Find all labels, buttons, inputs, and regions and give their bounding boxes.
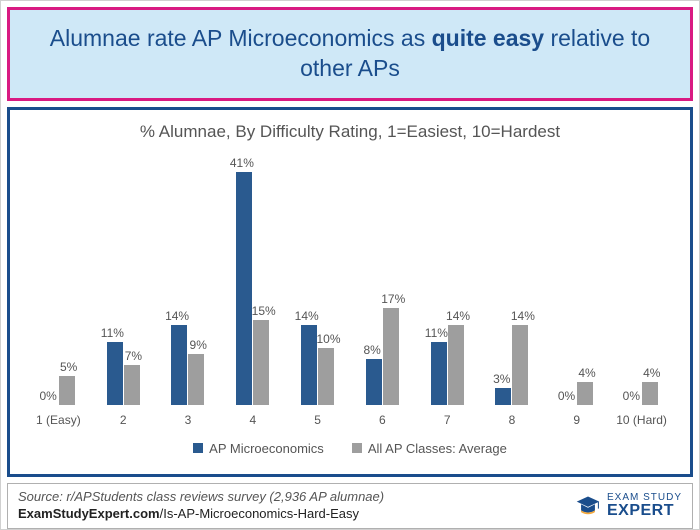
bar-value-label: 0% — [558, 389, 575, 403]
bar: 11% — [431, 342, 447, 404]
bar: 14% — [512, 325, 528, 404]
bar: 9% — [188, 354, 204, 405]
bar: 4% — [642, 382, 658, 405]
footer: Source: r/APStudents class reviews surve… — [7, 483, 693, 529]
bar: 4% — [577, 382, 593, 405]
category-group: 0%5% — [32, 150, 84, 405]
x-tick-label: 10 (Hard) — [616, 413, 668, 427]
bar-value-label: 4% — [643, 366, 660, 380]
bar: 11% — [107, 342, 123, 404]
bar: 41% — [236, 172, 252, 404]
category-group: 0%4% — [551, 150, 603, 405]
bar-value-label: 14% — [446, 309, 470, 323]
x-tick-label: 5 — [292, 413, 344, 427]
legend: AP Microeconomics All AP Classes: Average — [22, 441, 678, 456]
x-axis: 1 (Easy) 23456789 10 (Hard) — [22, 405, 678, 427]
chart-box: % Alumnae, By Difficulty Rating, 1=Easie… — [7, 107, 693, 477]
x-tick-label: 1 (Easy) — [32, 413, 84, 427]
bar: 10% — [318, 348, 334, 405]
bar: 14% — [301, 325, 317, 404]
title-text: Alumnae rate AP Microeconomics as quite … — [30, 24, 670, 84]
footer-url-path: /Is-AP-Microeconomics-Hard-Easy — [160, 506, 359, 521]
category-group: 11%14% — [421, 150, 473, 405]
category-group: 14%9% — [162, 150, 214, 405]
x-tick-label: 2 — [97, 413, 149, 427]
footer-url-line: ExamStudyExpert.com/Is-AP-Microeconomics… — [18, 506, 384, 523]
bar: 8% — [366, 359, 382, 404]
title-pre: Alumnae rate AP Microeconomics as — [50, 25, 432, 51]
bar-value-label: 4% — [578, 366, 595, 380]
bar-value-label: 15% — [252, 304, 276, 318]
graduation-cap-icon — [575, 493, 601, 519]
bar-value-label: 11% — [425, 326, 448, 340]
bar: 17% — [383, 308, 399, 404]
category-group: 14%10% — [292, 150, 344, 405]
footer-source: Source: r/APStudents class reviews surve… — [18, 489, 384, 506]
category-group: 41%15% — [227, 150, 279, 405]
bar: 5% — [59, 376, 75, 404]
bar: 14% — [171, 325, 187, 404]
footer-left: Source: r/APStudents class reviews surve… — [18, 489, 384, 523]
bar: 7% — [124, 365, 140, 405]
bar-value-label: 14% — [165, 309, 189, 323]
chart-title: % Alumnae, By Difficulty Rating, 1=Easie… — [22, 122, 678, 142]
legend-swatch — [193, 443, 203, 453]
x-tick-label: 3 — [162, 413, 214, 427]
x-tick-label: 9 — [551, 413, 603, 427]
bar: 15% — [253, 320, 269, 405]
bar-value-label: 10% — [316, 332, 340, 346]
bar-value-label: 0% — [39, 389, 56, 403]
card: Alumnae rate AP Microeconomics as quite … — [0, 0, 700, 530]
category-group: 8%17% — [356, 150, 408, 405]
plot-area: 0%5%11%7%14%9%41%15%14%10%8%17%11%14%3%1… — [22, 150, 678, 405]
legend-label: AP Microeconomics — [209, 441, 324, 456]
bar: 14% — [448, 325, 464, 404]
legend-item: AP Microeconomics — [193, 441, 324, 456]
title-box: Alumnae rate AP Microeconomics as quite … — [7, 7, 693, 101]
bar-value-label: 7% — [125, 349, 142, 363]
bar-value-label: 5% — [60, 360, 77, 374]
x-tick-label: 7 — [421, 413, 473, 427]
bar-value-label: 14% — [295, 309, 319, 323]
brand-logo: EXAM STUDY EXPERT — [575, 493, 682, 519]
footer-url-bold: ExamStudyExpert.com — [18, 506, 160, 521]
bar-value-label: 17% — [381, 292, 405, 306]
legend-swatch — [352, 443, 362, 453]
bar-value-label: 0% — [623, 389, 640, 403]
bar-value-label: 3% — [493, 372, 510, 386]
title-emph: quite easy — [432, 25, 545, 51]
x-tick-label: 4 — [227, 413, 279, 427]
bar-value-label: 41% — [230, 156, 254, 170]
bar-value-label: 9% — [190, 338, 207, 352]
bar: 3% — [495, 388, 511, 405]
legend-label: All AP Classes: Average — [368, 441, 507, 456]
bar-value-label: 11% — [101, 326, 124, 340]
category-group: 3%14% — [486, 150, 538, 405]
x-tick-label: 6 — [356, 413, 408, 427]
legend-item: All AP Classes: Average — [352, 441, 507, 456]
x-tick-label: 8 — [486, 413, 538, 427]
bar-value-label: 14% — [511, 309, 535, 323]
bar-value-label: 8% — [363, 343, 380, 357]
logo-bottom: EXPERT — [607, 503, 682, 518]
category-group: 0%4% — [616, 150, 668, 405]
logo-text: EXAM STUDY EXPERT — [607, 493, 682, 518]
category-group: 11%7% — [97, 150, 149, 405]
